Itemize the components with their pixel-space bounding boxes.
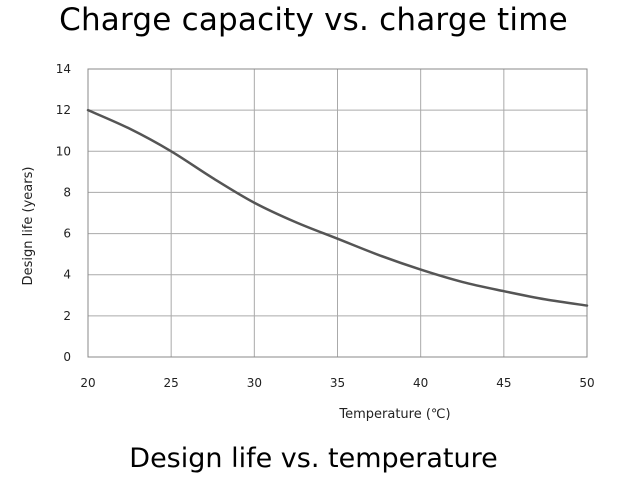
y-tick-label: 14 [56, 62, 71, 76]
grid [87, 68, 588, 358]
y-tick-label: 2 [63, 309, 71, 323]
x-axis-ticks: 20 25 30 35 40 45 50 [80, 376, 594, 390]
y-tick-label: 0 [63, 350, 71, 364]
y-tick-label: 10 [56, 144, 71, 158]
x-tick-label: 30 [247, 376, 262, 390]
series-lines [86, 108, 589, 307]
x-tick-label: 20 [80, 376, 95, 390]
y-tick-label: 8 [63, 185, 71, 199]
x-tick-label: 35 [330, 376, 345, 390]
chart-title: Charge capacity vs. charge time [59, 2, 568, 38]
y-tick-label: 4 [63, 268, 71, 282]
y-tick-label: 6 [63, 227, 71, 241]
chart-caption: Design life vs. temperature [129, 443, 498, 474]
x-axis-label: Temperature (℃) [338, 407, 450, 422]
x-tick-label: 50 [579, 376, 594, 390]
x-tick-label: 25 [164, 376, 179, 390]
series-line [86, 108, 589, 307]
plot-area-border [87, 68, 588, 358]
x-tick-label: 40 [413, 376, 428, 390]
y-tick-label: 12 [56, 103, 71, 117]
x-tick-label: 45 [496, 376, 511, 390]
y-axis-ticks: 0 2 4 6 8 10 12 14 [56, 62, 71, 364]
y-axis-label: Design life (years) [21, 167, 36, 286]
